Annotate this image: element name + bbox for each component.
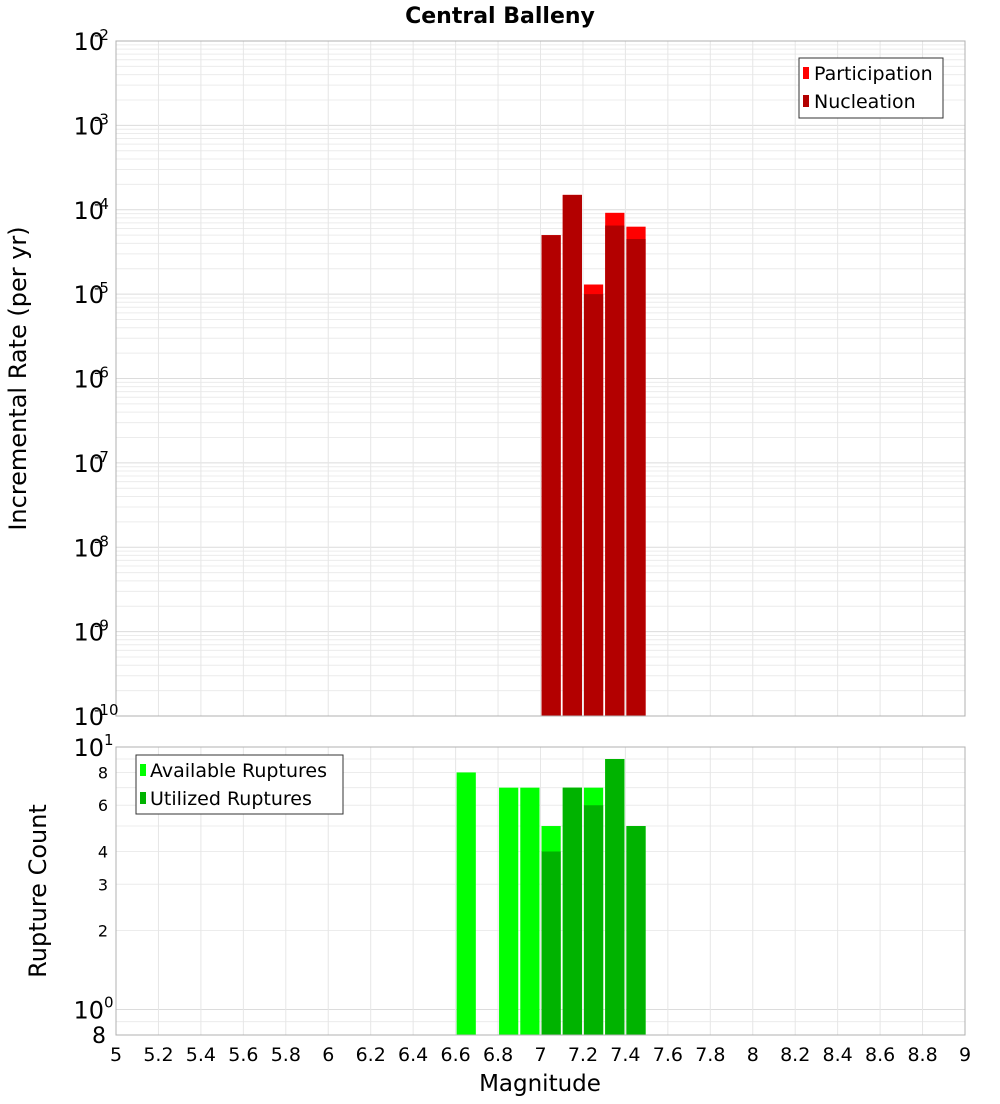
nucleation-bar (541, 235, 561, 716)
bottom-y-tick-exponent: 0 (104, 994, 114, 1012)
x-tick-label: 5.8 (271, 1044, 301, 1066)
x-tick-label: 7.8 (695, 1044, 725, 1066)
top-y-tick-label: 10 (73, 281, 104, 309)
bottom-y-minor-tick-label: 4 (98, 842, 108, 861)
x-tick-label: 8.6 (865, 1044, 895, 1066)
x-tick-label: 5.2 (143, 1044, 173, 1066)
utilized-ruptures-bar (562, 787, 582, 1035)
available-ruptures-bar (499, 787, 519, 1035)
x-tick-label: 6.4 (398, 1044, 428, 1066)
x-tick-label: 8.8 (907, 1044, 937, 1066)
legend-label-utilized-ruptures: Utilized Ruptures (150, 788, 312, 810)
nucleation-bar (605, 225, 625, 716)
x-tick-label: 7 (534, 1044, 546, 1066)
utilized-ruptures-bar (541, 851, 561, 1035)
bottom-legend-box (135, 754, 344, 815)
chart-title: Central Balleny (405, 4, 595, 29)
x-tick-label: 7.4 (610, 1044, 640, 1066)
top-y-tick-exponent: -3 (94, 110, 109, 128)
legend-label-participation: Participation (814, 63, 933, 85)
bottom-y-corner-label: 8 (92, 1024, 106, 1049)
top-y-tick-label: 10 (73, 619, 104, 647)
available-ruptures-bar (520, 787, 540, 1035)
top-y-tick-label: 10 (73, 450, 104, 478)
x-tick-label: 7.6 (653, 1044, 683, 1066)
nucleation-bar (626, 239, 646, 716)
bottom-y-tick-label: 10 (73, 734, 104, 762)
x-tick-label: 6.6 (440, 1044, 470, 1066)
top-plot-frame (115, 40, 966, 717)
legend-swatch (140, 792, 146, 804)
utilized-ruptures-bar (626, 826, 646, 1035)
top-y-tick-exponent: -4 (94, 195, 109, 213)
x-tick-label: 8 (747, 1044, 759, 1066)
bottom-y-minor-tick-label: 6 (98, 796, 108, 815)
legend-swatch (803, 95, 809, 107)
utilized-ruptures-bar (583, 805, 604, 1035)
top-y-tick-label: 10 (73, 112, 104, 140)
top-y-tick-exponent: -6 (94, 364, 109, 382)
legend-label-nucleation: Nucleation (814, 91, 916, 113)
nucleation-bar (562, 194, 582, 716)
legend-swatch (803, 67, 809, 79)
top-legend-box (798, 57, 944, 119)
x-tick-label: 5.4 (186, 1044, 216, 1066)
x-tick-label: 8.2 (780, 1044, 810, 1066)
top-y-tick-label: 10 (73, 534, 104, 562)
top-y-tick-exponent: -8 (94, 532, 109, 550)
bottom-y-minor-tick-label: 8 (98, 763, 108, 782)
top-y-tick-exponent: -10 (94, 701, 119, 719)
x-tick-label: 6.2 (356, 1044, 386, 1066)
bottom-plot-frame (115, 746, 966, 1036)
x-tick-label: 6.8 (483, 1044, 513, 1066)
top-y-tick-label: 10 (73, 703, 104, 731)
x-tick-label: 5.6 (228, 1044, 258, 1066)
top-y-tick-exponent: -5 (94, 279, 109, 297)
bottom-y-minor-tick-label: 2 (98, 922, 108, 941)
x-tick-label: 6 (322, 1044, 334, 1066)
top-y-tick-label: 10 (73, 28, 104, 56)
top-y-tick-exponent: -9 (94, 617, 109, 635)
bottom-y-minor-tick-label: 3 (98, 875, 108, 894)
x-tick-label: 9 (959, 1044, 971, 1066)
top-y-tick-exponent: -2 (94, 26, 109, 44)
top-y-tick-label: 10 (73, 366, 104, 394)
x-tick-label: 5 (110, 1044, 122, 1066)
nucleation-bar (583, 294, 604, 716)
legend-label-available-ruptures: Available Ruptures (150, 760, 327, 782)
bottom-y-tick-label: 10 (73, 997, 104, 1025)
bottom-y-tick-exponent: 1 (104, 731, 114, 749)
x-tick-label: 7.2 (568, 1044, 598, 1066)
bottom-y-axis-label: Rupture Count (24, 804, 52, 978)
utilized-ruptures-bar (605, 759, 625, 1035)
top-y-tick-exponent: -7 (94, 448, 109, 466)
available-ruptures-bar (456, 772, 476, 1035)
legend-swatch (140, 764, 146, 776)
x-axis-label: Magnitude (479, 1071, 601, 1097)
top-y-axis-label: Incremental Rate (per yr) (4, 226, 32, 530)
top-y-tick-label: 10 (73, 197, 104, 225)
x-tick-label: 8.4 (823, 1044, 853, 1066)
